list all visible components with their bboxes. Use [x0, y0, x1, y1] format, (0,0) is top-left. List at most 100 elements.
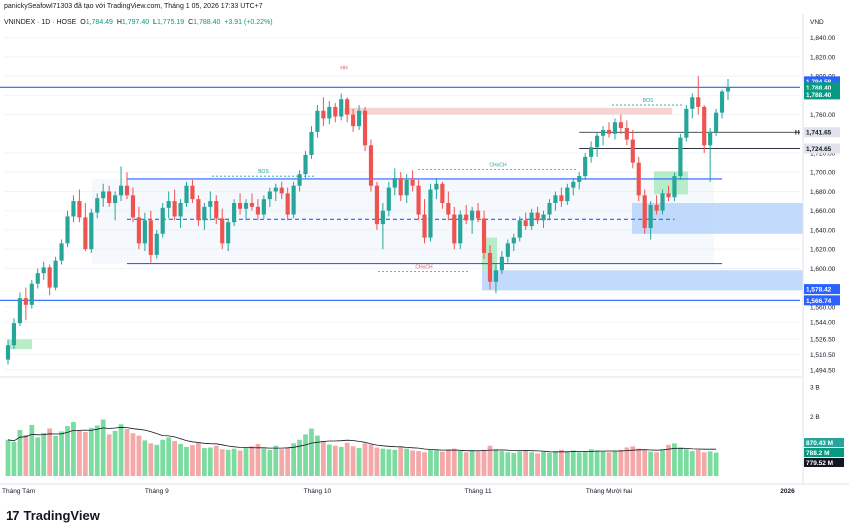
volume-bar [654, 452, 659, 476]
volume-bar [595, 450, 600, 476]
volume-bar [315, 436, 320, 476]
candle-body [672, 176, 676, 197]
candle-body [559, 195, 563, 201]
volume-bar [339, 447, 344, 476]
candle-body [18, 298, 22, 323]
candle-body [83, 217, 87, 249]
volume-bar [434, 450, 439, 476]
volume-bar [386, 449, 391, 476]
time-tick-label: 2026 [780, 488, 795, 495]
volume-bar [553, 451, 558, 476]
volume-bar [160, 440, 165, 476]
volume-bar [696, 450, 701, 476]
candle-body [42, 267, 46, 273]
volume-bar [256, 444, 261, 476]
candle-body [643, 195, 647, 228]
volume-bar [107, 434, 112, 476]
candle-body [30, 284, 34, 305]
volume-bar [119, 424, 124, 476]
volume-bar [446, 449, 451, 476]
candle-body [399, 178, 403, 195]
candle-body [113, 195, 117, 203]
volume-tag-label: 788.2 M [806, 450, 830, 457]
candle-body [292, 186, 296, 215]
order-block-green [8, 339, 32, 349]
volume-bar [232, 449, 237, 476]
candle-body [428, 190, 432, 238]
candle-body [256, 207, 260, 215]
volume-bar [690, 451, 695, 476]
candle-body [601, 130, 605, 136]
tradingview-brand[interactable]: 17 TradingView [6, 508, 100, 523]
candle-body [470, 211, 474, 221]
volume-bar [583, 451, 588, 476]
candle-body [393, 178, 397, 188]
candle-body [571, 182, 575, 188]
brand-name: TradingView [23, 508, 99, 523]
candle-body [613, 122, 617, 134]
volume-bar [464, 452, 469, 476]
volume-bar [440, 452, 445, 476]
time-tick-label: Tháng Mười hai [586, 488, 632, 495]
candle-body [309, 132, 313, 155]
volume-bar [113, 431, 118, 476]
bos-label: BOS [643, 98, 654, 104]
candle-body [440, 184, 444, 203]
volume-bar [529, 452, 534, 476]
price-tag-label: 1,578.42 [806, 287, 832, 294]
volume-bar [137, 436, 142, 476]
candle-body [155, 234, 159, 255]
volume-bar [220, 449, 225, 476]
volume-bar [619, 450, 624, 476]
volume-bar [636, 449, 641, 476]
candle-body [553, 195, 557, 203]
candle-body [280, 188, 284, 194]
volume-tick-label: 3 B [810, 384, 820, 391]
volume-bar [95, 426, 100, 476]
volume-bar [261, 449, 266, 476]
price-tick-label: 1,820.00 [810, 54, 836, 61]
candle-body [54, 261, 58, 288]
volume-bar [500, 451, 505, 476]
volume-bar [178, 444, 183, 476]
candle-body [351, 115, 355, 127]
volume-bar [53, 436, 58, 476]
candle-body [303, 155, 307, 174]
volume-bar [708, 451, 713, 476]
volume-bar [660, 449, 665, 476]
choch-label: CHoCH [489, 162, 507, 168]
candle-body [333, 107, 337, 117]
candle-body [577, 176, 581, 182]
volume-bar [244, 448, 249, 476]
candle-body [625, 128, 629, 140]
volume-bar [380, 449, 385, 476]
candle-body [12, 323, 16, 345]
candle-body [422, 215, 426, 238]
volume-bar [190, 445, 195, 476]
candle-body [458, 215, 462, 244]
volume-bar [345, 443, 350, 476]
candle-body [262, 199, 266, 214]
candle-body [416, 186, 420, 215]
candle-body [476, 211, 480, 219]
volume-bar [208, 447, 213, 476]
candle-body [36, 273, 40, 284]
price-tag-label: 1,724.65 [806, 146, 832, 153]
candle-body [77, 201, 81, 217]
choch-label: CHoCH [415, 264, 433, 270]
volume-bar [303, 434, 308, 476]
volume-bar [47, 428, 52, 476]
candle-body [494, 270, 498, 282]
volume-bar [77, 430, 82, 476]
volume-bar [6, 440, 11, 476]
volume-bar [607, 452, 612, 476]
volume-bar [601, 452, 606, 476]
candle-body [708, 132, 712, 145]
candle-body [541, 215, 545, 221]
candle-body [512, 238, 516, 244]
candle-body [184, 186, 188, 203]
candle-body [190, 186, 194, 199]
candle-body [500, 257, 504, 270]
